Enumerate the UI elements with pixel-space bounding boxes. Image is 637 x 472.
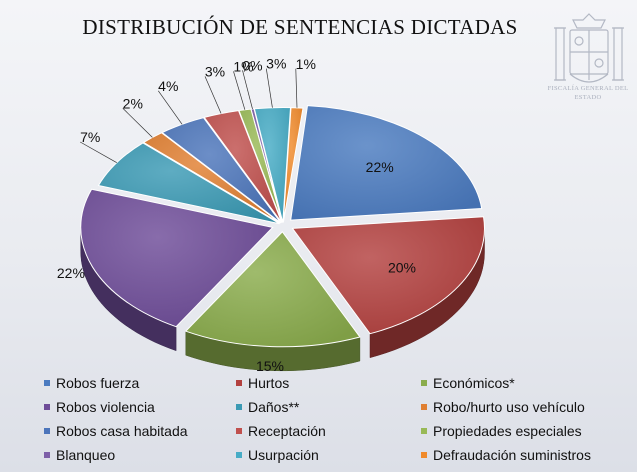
legend-swatch — [44, 404, 50, 410]
leader-line-usurpacion — [265, 68, 273, 108]
legend-item-hurtos: Hurtos — [236, 373, 421, 393]
crest-logo — [554, 13, 624, 83]
legend-swatch — [44, 380, 50, 386]
data-label-defraudacion-suministros: 1% — [296, 56, 316, 72]
legend-label: Económicos* — [433, 375, 515, 391]
data-label-hurtos: 20% — [388, 260, 416, 276]
legend-swatch — [236, 452, 242, 458]
legend-swatch — [421, 428, 427, 434]
legend-item-defraudacion-suministros: Defraudación suministros — [421, 445, 621, 465]
legend-item-robo-hurto-uso-vehiculo: Robo/hurto uso vehículo — [421, 397, 621, 417]
slice-robos-fuerza — [290, 105, 483, 221]
leader-line-blanqueo — [242, 70, 253, 110]
legend-swatch — [421, 380, 427, 386]
legend-item-blanqueo: Blanqueo — [44, 445, 236, 465]
data-label-usurpacion: 3% — [266, 56, 286, 72]
legend-item-usurpacion: Usurpación — [236, 445, 421, 465]
legend-label: Robo/hurto uso vehículo — [433, 399, 585, 415]
slice-hurtos — [291, 216, 485, 335]
chart-title: DISTRIBUCIÓN DE SENTENCIAS DICTADAS — [82, 15, 518, 39]
data-label-blanqueo: 0% — [242, 57, 262, 73]
data-label-receptacion: 3% — [205, 63, 225, 79]
data-labels: 22%20%15%22%7%2%4%3% 1%0% 3% 1% — [57, 56, 416, 374]
legend-item-robos-fuerza: Robos fuerza — [44, 373, 236, 393]
leader-line-defraudacion-suministros — [295, 68, 298, 108]
legend-item-danos: Daños** — [236, 397, 421, 417]
slice-robos-casa-habitada — [161, 117, 282, 224]
legend-item-propiedades-especiales: Propiedades especiales — [421, 421, 621, 441]
legend-swatch — [421, 452, 427, 458]
legend-label: Daños** — [248, 399, 300, 415]
crest-caption: FISCALÍA GENERAL DEL ESTADO — [547, 85, 629, 101]
leader-line-danos — [80, 141, 117, 164]
legend-item-robos-casa-habitada: Robos casa habitada — [44, 421, 236, 441]
data-label-propiedades-especiales: 1% — [233, 58, 253, 74]
legend-item-economicos: Económicos* — [421, 373, 621, 393]
pie-slices — [80, 105, 485, 348]
legend-label: Blanqueo — [56, 447, 116, 463]
data-label-robo-hurto-uso-vehiculo: 2% — [123, 95, 143, 111]
legend-label: Robos fuerza — [56, 375, 140, 391]
legend-item-robos-violencia: Robos violencia — [44, 397, 236, 417]
data-label-danos: 7% — [80, 129, 100, 145]
legend-swatch — [236, 404, 242, 410]
legend-item-receptacion: Receptación — [236, 421, 421, 441]
chart-legend: Robos fuerza Hurtos Económicos* Robos viole… — [44, 373, 624, 465]
data-label-robos-fuerza: 22% — [366, 159, 394, 175]
legend-swatch — [236, 380, 242, 386]
slice-robos-violencia — [80, 188, 274, 328]
leader-line-receptacion — [204, 76, 222, 114]
legend-label: Robos casa habitada — [56, 423, 188, 439]
data-label-robos-violencia: 22% — [57, 265, 85, 281]
legend-swatch — [236, 428, 242, 434]
legend-label: Robos violencia — [56, 399, 155, 415]
data-label-robos-casa-habitada: 4% — [158, 78, 178, 94]
legend-label: Propiedades especiales — [433, 423, 582, 439]
slice-receptacion — [203, 110, 283, 223]
data-label-economicos: 15% — [256, 358, 284, 374]
legend-swatch — [44, 452, 50, 458]
legend-label: Hurtos — [248, 375, 290, 391]
leader-line-propiedades-especiales — [233, 71, 246, 110]
leader-line-robo-hurto-uso-vehiculo — [122, 108, 153, 138]
legend-swatch — [421, 404, 427, 410]
leader-line-robos-casa-habitada — [158, 90, 183, 125]
legend-label: Usurpación — [248, 447, 319, 463]
legend-label: Defraudación suministros — [433, 447, 591, 463]
legend-label: Receptación — [248, 423, 326, 439]
legend-swatch — [44, 428, 50, 434]
slice-economicos — [184, 231, 361, 348]
